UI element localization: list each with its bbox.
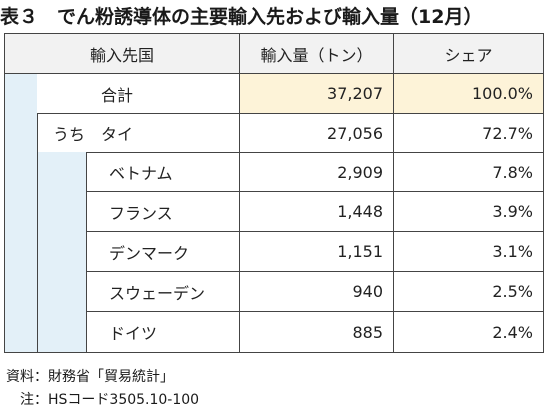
table-row: デンマーク 1,151 3.1%	[5, 232, 543, 271]
row-divider-header	[5, 73, 543, 74]
share-value: 2.4%	[492, 322, 533, 342]
quantity-value: 1,448	[337, 202, 383, 221]
table-title: 表３ でん粉誘導体の主要輸入先および輸入量（12月）	[0, 6, 483, 28]
indent-divider-2	[86, 152, 87, 352]
header-share: シェア	[444, 45, 493, 65]
quantity-value: 940	[352, 282, 383, 301]
import-table: 輸入先国 輸入量（トン） シェア 合計 37,207 100.0% うち タイ …	[4, 33, 544, 353]
col-divider-1	[239, 34, 240, 352]
row-divider-thai	[86, 152, 543, 153]
table-row: うち タイ 27,056 72.7%	[5, 114, 543, 152]
country-name: スウェーデン	[109, 283, 206, 303]
quantity-value: 1,151	[337, 242, 383, 261]
indent-band-outer	[5, 74, 37, 352]
row-divider-denmark	[86, 271, 543, 272]
country-name: 合計	[101, 85, 134, 105]
row-divider-vietnam	[86, 191, 543, 192]
indent-band-inner	[37, 152, 86, 352]
table-row: 合計 37,207 100.0%	[5, 74, 543, 113]
header-band	[5, 34, 543, 74]
country-name: デンマーク	[109, 243, 190, 263]
row-divider-france	[86, 231, 543, 232]
country-name: ドイツ	[109, 324, 158, 343]
share-value: 2.5%	[492, 282, 533, 301]
quantity-value: 37,207	[327, 84, 383, 103]
quantity-value: 27,056	[327, 123, 383, 143]
share-value: 3.9%	[492, 202, 533, 221]
row-divider-total	[37, 113, 543, 114]
quantity-value: 885	[352, 322, 383, 342]
share-value: 100.0%	[471, 84, 533, 103]
indent-divider-1	[37, 113, 38, 352]
share-value: 72.7%	[482, 123, 533, 143]
country-name: フランス	[109, 203, 173, 223]
table-row: フランス 1,448 3.9%	[5, 192, 543, 231]
header-quantity: 輸入量（トン）	[260, 45, 373, 65]
share-value: 7.8%	[492, 162, 533, 182]
source-note: 資料：財務省「貿易統計」	[6, 369, 174, 385]
table-row: スウェーデン 940 2.5%	[5, 272, 543, 311]
share-value: 3.1%	[492, 242, 533, 261]
row-divider-sweden	[86, 311, 543, 312]
col-divider-2	[393, 34, 394, 352]
quantity-value: 2,909	[337, 162, 383, 182]
table-row: ドイツ 885 2.4%	[5, 312, 543, 352]
header-row: 輸入先国 輸入量（トン） シェア	[5, 34, 543, 73]
country-name: ベトナム	[109, 164, 173, 183]
value-band	[240, 74, 543, 113]
table-row: ベトナム 2,909 7.8%	[5, 153, 543, 191]
country-name: うち タイ	[53, 125, 134, 144]
hs-code-note: 注：HSコード3505.10-100	[6, 392, 200, 408]
header-country: 輸入先国	[89, 45, 154, 65]
